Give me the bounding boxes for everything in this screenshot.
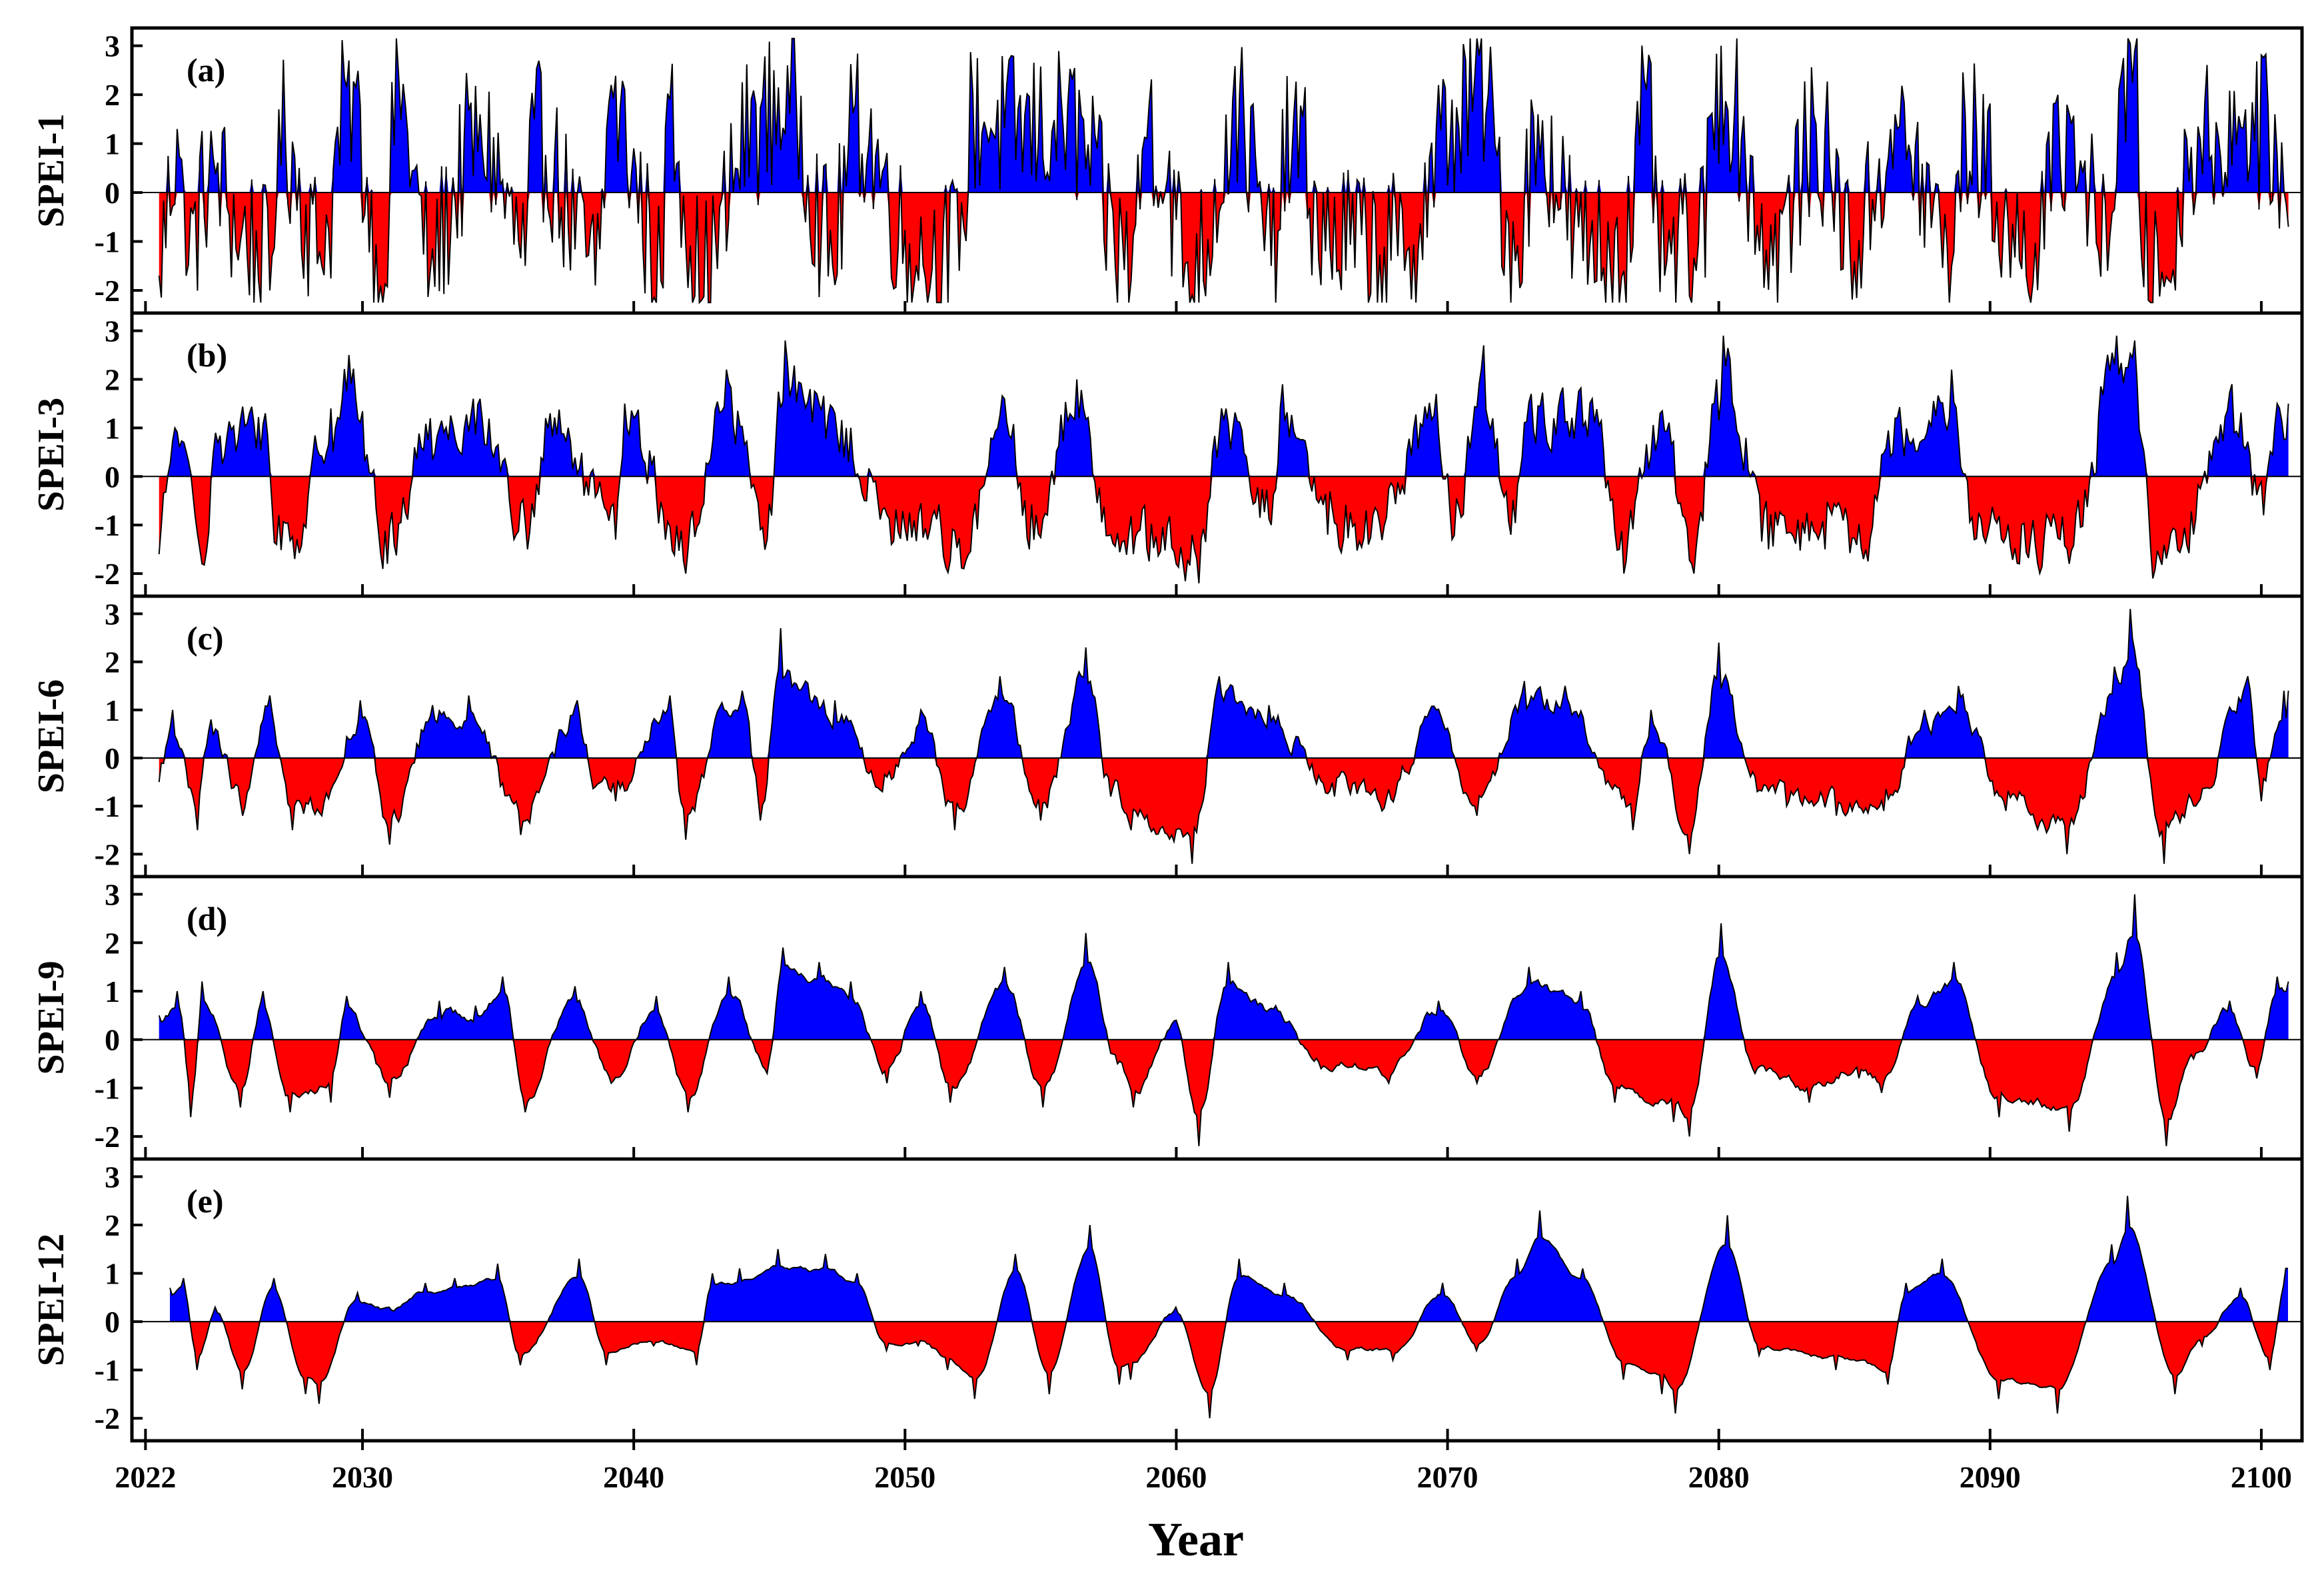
y-tick-label: 2 bbox=[105, 926, 120, 960]
y-axis-label: SPEI-1 bbox=[31, 113, 72, 227]
y-tick-label: 1 bbox=[105, 1257, 120, 1291]
series-line bbox=[158, 37, 2289, 304]
y-axis-label: SPEI-3 bbox=[31, 398, 72, 512]
y-tick-label: 2 bbox=[105, 78, 120, 112]
y-tick-label: -2 bbox=[95, 1401, 120, 1435]
x-axis: 2022 2030 2040 2050 2060 2070 2080 2090 2100 bbox=[115, 1441, 2292, 1494]
y-tick-label: -1 bbox=[95, 789, 120, 823]
y-tick-label: 3 bbox=[105, 314, 120, 348]
x-tick-label: 2030 bbox=[332, 1460, 393, 1494]
series-line bbox=[169, 1196, 2288, 1419]
negative-area bbox=[159, 1039, 2289, 1146]
panel-label: (a) bbox=[187, 51, 225, 89]
y-tick-label: 3 bbox=[105, 597, 120, 631]
positive-area bbox=[159, 894, 2289, 1040]
y-tick-label: 1 bbox=[105, 411, 120, 445]
panel-spei-9: -2 -1 0 1 2 3 (d) SPEI-9 bbox=[31, 875, 2304, 1161]
x-tick-label: 2070 bbox=[1417, 1460, 1478, 1494]
y-tick-label: 1 bbox=[105, 127, 120, 161]
y-tick-label: 0 bbox=[105, 1023, 120, 1057]
panel-label: (d) bbox=[187, 900, 227, 937]
series-line bbox=[158, 335, 2289, 584]
y-tick-label: -1 bbox=[95, 1071, 120, 1105]
panel-label: (e) bbox=[187, 1182, 224, 1220]
y-axis-label: SPEI-12 bbox=[31, 1234, 72, 1366]
y-tick-label: -2 bbox=[95, 1120, 120, 1154]
positive-area bbox=[159, 609, 2289, 758]
y-tick-label: 2 bbox=[105, 645, 120, 679]
x-tick-label: 2022 bbox=[115, 1460, 176, 1494]
y-tick-label: -2 bbox=[95, 274, 120, 308]
x-tick-label: 2100 bbox=[2231, 1460, 2292, 1494]
y-tick-label: 3 bbox=[105, 1160, 120, 1194]
x-tick-label: 2090 bbox=[1960, 1460, 2021, 1494]
negative-area bbox=[159, 758, 2289, 864]
y-tick-label: 0 bbox=[105, 741, 120, 775]
x-tick-label: 2050 bbox=[874, 1460, 935, 1494]
panel-spei-12: -2 -1 0 1 2 3 (e) SPEI-12 bbox=[31, 1157, 2304, 1443]
series-line bbox=[158, 894, 2289, 1146]
positive-area bbox=[159, 335, 2289, 477]
y-tick-label: 2 bbox=[105, 1208, 120, 1242]
y-tick-label: 1 bbox=[105, 693, 120, 727]
x-axis-label: Year bbox=[1148, 1513, 1244, 1566]
x-tick-label: 2040 bbox=[603, 1460, 664, 1494]
y-tick-label: 0 bbox=[105, 460, 120, 494]
series-line bbox=[158, 609, 2289, 864]
x-tick-label: 2080 bbox=[1688, 1460, 1750, 1494]
panel-spei-3: -2 -1 0 1 2 3 (b) SPEI-3 bbox=[31, 311, 2304, 598]
panel-spei-6: -2 -1 0 1 2 3 (c) SPEI-6 bbox=[31, 594, 2304, 879]
negative-area bbox=[159, 193, 2289, 303]
negative-area bbox=[170, 1322, 2288, 1419]
y-tick-label: 2 bbox=[105, 362, 120, 396]
positive-area bbox=[159, 38, 2289, 193]
y-axis-label: SPEI-9 bbox=[31, 961, 72, 1074]
y-tick-label: -2 bbox=[95, 557, 120, 591]
panel-label: (c) bbox=[187, 619, 224, 657]
y-axis-label: SPEI-6 bbox=[31, 679, 72, 793]
y-tick-label: 0 bbox=[105, 176, 120, 210]
panel-label: (b) bbox=[187, 336, 227, 374]
panel-spei-1: -2 -1 0 1 2 3 (a) SPEI-1 bbox=[31, 26, 2304, 315]
panel-frame bbox=[130, 1157, 2304, 1443]
y-tick-label: -1 bbox=[95, 225, 120, 259]
panels: -2 -1 0 1 2 3 (a) SPEI-1 -2 -1 0 1 2 3 (b) SPEI-3 -2 -1 0 1… bbox=[31, 26, 2304, 1443]
y-tick-label: 3 bbox=[105, 878, 120, 912]
y-tick-label: 3 bbox=[105, 29, 120, 63]
y-tick-label: -1 bbox=[95, 508, 120, 542]
x-tick-label: 2060 bbox=[1145, 1460, 1207, 1494]
y-tick-label: -2 bbox=[95, 837, 120, 871]
negative-area bbox=[159, 476, 2289, 584]
y-tick-label: 1 bbox=[105, 975, 120, 1008]
y-tick-label: -1 bbox=[95, 1354, 120, 1387]
y-tick-label: 0 bbox=[105, 1305, 120, 1339]
